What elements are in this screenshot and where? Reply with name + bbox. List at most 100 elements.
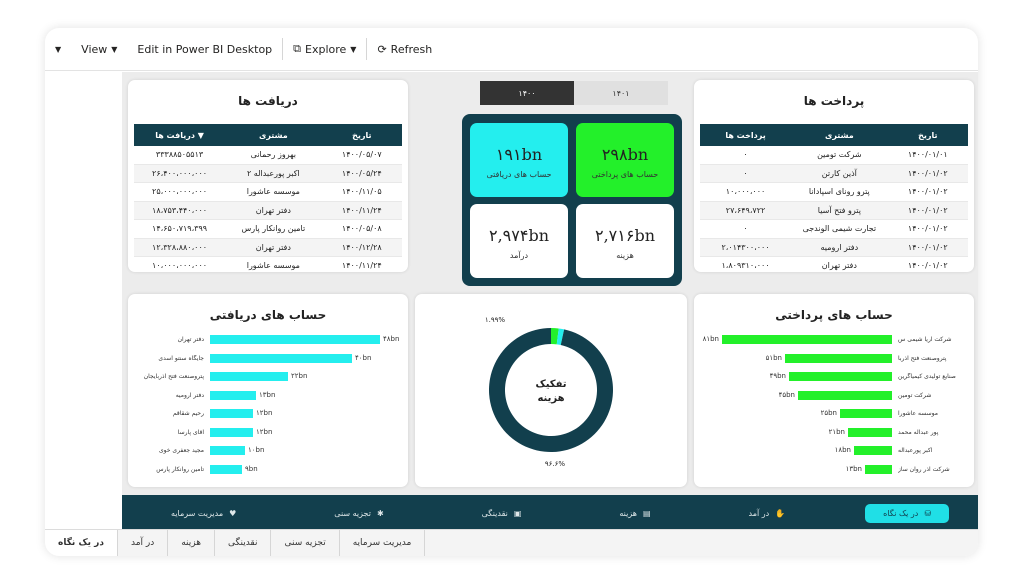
cell-date: ۱۴۰۰/۰۵/۰۷ bbox=[341, 150, 382, 160]
table-row[interactable]: ۲۷،۶۴۹،۷۲۲ پترو فتح آسیا ۱۴۰۰/۰۱/۰۲ bbox=[700, 201, 968, 220]
bar[interactable] bbox=[798, 390, 892, 400]
nav-button-1[interactable]: ✋ در آمد bbox=[731, 504, 804, 523]
bar[interactable] bbox=[210, 372, 288, 381]
view-menu[interactable]: View ▼ bbox=[71, 28, 127, 70]
nav-button-4[interactable]: ✱ تجزیه سنی bbox=[316, 504, 401, 523]
nav-button-label: در یک نگاه bbox=[883, 508, 919, 518]
bar-value-label: ۴۰bn bbox=[355, 353, 372, 362]
cost-breakdown-donut-chart: تفکیک هزینه ۱.۹۹% ۹۶.۶% bbox=[485, 316, 613, 468]
table-row[interactable]: ۱،۸۰۹۳۱۰،۰۰۰ دفتر تهران ۱۴۰۰/۰۱/۰۲ bbox=[700, 257, 968, 272]
table-row[interactable]: ۲۶،۴۰۰،۰۰۰،۰۰۰ اکبر پورعبداله ۲ ۱۴۰۰/۰۵/۲۴ bbox=[134, 164, 402, 183]
cell-customer: دفتر ارومیه bbox=[820, 242, 859, 252]
collapse-button[interactable]: ▼ bbox=[45, 28, 71, 70]
bar-category-label: جایگاه سنتو اسدی bbox=[158, 354, 204, 362]
cell-customer: پترو فتح آسیا bbox=[817, 205, 861, 215]
edit-in-desktop-button[interactable]: Edit in Power BI Desktop bbox=[127, 28, 282, 70]
bar-value-label: ۲۵bn bbox=[820, 409, 837, 417]
col-amount-header[interactable]: پرداخت ها bbox=[725, 130, 766, 140]
bar[interactable] bbox=[210, 409, 253, 418]
bar-value-label: ۸۱bn bbox=[702, 335, 719, 343]
cell-customer: دفتر تهران bbox=[821, 261, 857, 271]
cell-customer: پترو رونای اسپادانا bbox=[808, 187, 870, 197]
bug-icon: ✱ bbox=[376, 508, 384, 518]
bar[interactable] bbox=[210, 427, 253, 437]
kpi-payable-label: حساب های پرداختی bbox=[591, 170, 659, 179]
bar[interactable] bbox=[785, 353, 892, 363]
nav-button-label: نقدینگی bbox=[481, 508, 508, 518]
col-customer-header[interactable]: مشتری bbox=[825, 130, 854, 140]
cell-amount: ۱۴،۶۵۰،۷۱۹،۳۹۹ bbox=[152, 224, 208, 234]
coins-icon: ⛁ bbox=[924, 508, 932, 518]
bar[interactable] bbox=[210, 353, 352, 363]
table-row[interactable]: ۰ تجارت شیمی الوندجی ۱۴۰۰/۰۱/۰۲ bbox=[700, 220, 968, 239]
donut-slice[interactable] bbox=[556, 328, 565, 346]
explore-label: Explore bbox=[305, 42, 347, 56]
bar[interactable] bbox=[210, 335, 380, 344]
bar[interactable] bbox=[848, 427, 892, 437]
cell-amount: ۲۵،۰۰۰،۰۰۰،۰۰۰ bbox=[152, 187, 208, 197]
table-row[interactable]: ۲۵،۰۰۰،۰۰۰،۰۰۰ موسسه عاشورا ۱۴۰۰/۱۱/۰۵ bbox=[134, 183, 402, 202]
table-row[interactable]: ۳۳۳۸۸۵۰۵۵۱۳ بهروز رحمانی ۱۴۰۰/۰۵/۰۷ bbox=[134, 146, 402, 165]
cell-amount: ۳۳۳۸۸۵۰۵۵۱۳ bbox=[155, 150, 204, 160]
page-tab-4[interactable]: تجزیه سنی bbox=[271, 530, 340, 556]
year-option[interactable]: ۱۴۰۱ bbox=[574, 81, 668, 105]
col-date-header[interactable]: تاریخ bbox=[352, 130, 372, 140]
year-option-selected[interactable]: ۱۴۰۰ bbox=[480, 81, 574, 105]
table-row[interactable]: ۰ شرکت تومین ۱۴۰۰/۰۱/۰۱ bbox=[700, 146, 968, 165]
page-tab-3[interactable]: نقدینگی bbox=[215, 530, 272, 556]
kpi-cost-card[interactable]: ۲,۷۱۶bn هزینه bbox=[576, 204, 674, 278]
refresh-label: Refresh bbox=[390, 42, 433, 56]
cell-amount: ۰ bbox=[743, 224, 748, 234]
table-row[interactable]: ۱۴،۶۵۰،۷۱۹،۳۹۹ تامین روانکار پارس ۱۴۰۰/۰۵/… bbox=[134, 220, 402, 239]
nav-button-2[interactable]: ▤ هزینه bbox=[601, 504, 668, 523]
cell-date: ۱۴۰۰/۰۱/۰۲ bbox=[907, 168, 948, 178]
kpi-income-card[interactable]: ۲,۹۷۴bn درآمد bbox=[470, 204, 568, 278]
cell-amount: ۰ bbox=[743, 150, 748, 160]
bar[interactable] bbox=[789, 372, 892, 381]
table-row[interactable]: ۰ آذین کارتن ۱۴۰۰/۰۱/۰۲ bbox=[700, 164, 968, 183]
bar[interactable] bbox=[210, 390, 256, 400]
nav-button-5[interactable]: ♥ مدیریت سرمایه bbox=[153, 504, 254, 523]
bar[interactable] bbox=[854, 446, 892, 455]
table-row[interactable]: ۱۲،۳۲۸،۸۸۰،۰۰۰ دفتر تهران ۱۴۰۰/۱۲/۲۸ bbox=[134, 238, 402, 257]
receipts-table-body: ۳۳۳۸۸۵۰۵۵۱۳ بهروز رحمانی ۱۴۰۰/۰۵/۰۷ ۲۶،۴۰۰،… bbox=[134, 146, 402, 272]
kpi-receivable-card[interactable]: ۱۹۱bn حساب های دریافتی bbox=[470, 123, 568, 197]
cell-date: ۱۴۰۰/۱۱/۲۴ bbox=[341, 261, 382, 271]
explore-menu[interactable]: ⧉ Explore ▼ bbox=[283, 28, 366, 70]
bar[interactable] bbox=[210, 446, 245, 455]
table-row[interactable]: ۱۸،۷۵۳،۴۴۰،۰۰۰ دفتر تهران ۱۴۰۰/۱۱/۲۴ bbox=[134, 201, 402, 220]
refresh-icon: ⟳ bbox=[377, 42, 387, 56]
bar[interactable] bbox=[865, 464, 892, 474]
donut-slice[interactable] bbox=[488, 328, 613, 452]
bar-category-label: شرکت تومین bbox=[898, 391, 932, 399]
nav-button-label: در آمد bbox=[748, 508, 770, 518]
cell-customer: دفتر تهران bbox=[255, 205, 291, 215]
bar[interactable] bbox=[210, 464, 242, 474]
page-tab-0[interactable]: در یک نگاه bbox=[45, 530, 118, 556]
col-date-header[interactable]: تاریخ bbox=[918, 130, 938, 140]
table-row[interactable]: ۱۰،۰۰۰،۰۰۰،۰۰۰ موسسه عاشورا ۱۴۰۰/۱۱/۲۴ bbox=[134, 257, 402, 272]
donut-slice[interactable] bbox=[551, 328, 559, 345]
page-tab-1[interactable]: در آمد bbox=[118, 530, 169, 556]
bar[interactable] bbox=[722, 335, 892, 344]
kpi-payable-card[interactable]: ۲۹۸bn حساب های پرداختی bbox=[576, 123, 674, 197]
cell-date: ۱۴۰۰/۰۱/۰۲ bbox=[907, 187, 948, 197]
nav-button-0[interactable]: ⛁ در یک نگاه bbox=[865, 503, 950, 523]
cell-amount: ۱۰،۰۰۰،۰۰۰،۰۰۰ bbox=[152, 261, 208, 271]
refresh-button[interactable]: ⟳ Refresh bbox=[367, 28, 442, 70]
donut-slice-label: ۱.۹۹% bbox=[485, 316, 506, 324]
payments-table-body: ۰ شرکت تومین ۱۴۰۰/۰۱/۰۱ ۰ آذین کارتن ۱۴۰۰/۰۱/… bbox=[700, 146, 968, 272]
table-row[interactable]: ۲،۰۱۴۳۰۰،۰۰۰ دفتر ارومیه ۱۴۰۰/۰۱/۰۲ bbox=[700, 238, 968, 257]
nav-button-3[interactable]: ▣ نقدینگی bbox=[464, 504, 540, 523]
bar-category-label: رحیم شقاقم bbox=[172, 410, 204, 417]
page-tab-5[interactable]: مدیریت سرمایه bbox=[340, 530, 426, 556]
col-amount-header[interactable]: دریافت ها ▼ bbox=[155, 130, 204, 140]
bar-category-label: آقای پارسا bbox=[177, 428, 204, 436]
col-customer-header[interactable]: مشتری bbox=[259, 130, 288, 140]
table-row[interactable]: ۱۰،۰۰۰،۰۰۰ پترو رونای اسپادانا ۱۴۰۰/۰۱/۰۲ bbox=[700, 183, 968, 202]
page-tab-2[interactable]: هزینه bbox=[168, 530, 215, 556]
bar-value-label: ۴۸bn bbox=[383, 335, 400, 343]
bar-value-label: ۱۳bn bbox=[259, 390, 276, 399]
bar[interactable] bbox=[840, 409, 892, 418]
cell-amount: ۲۶،۴۰۰،۰۰۰،۰۰۰ bbox=[152, 168, 208, 178]
